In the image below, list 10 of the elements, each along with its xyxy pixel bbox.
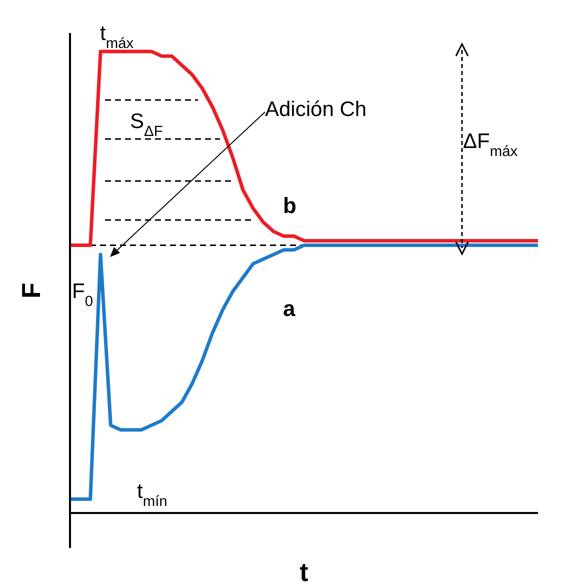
series-label: a — [283, 296, 296, 321]
annotation: S$_{ΔF}$ — [130, 110, 163, 140]
x-axis-title: t — [300, 557, 309, 585]
annotation: F$_{0}$ — [72, 280, 93, 310]
y-axis-title: F — [16, 282, 46, 298]
series-label: b — [283, 193, 296, 218]
annotation: t$_{máx}$ — [100, 22, 134, 52]
annotation: ΔF$_{máx}$ — [463, 130, 518, 160]
annotation: Adición Ch — [265, 98, 367, 121]
annotation: t$_{mín}$ — [137, 480, 168, 510]
